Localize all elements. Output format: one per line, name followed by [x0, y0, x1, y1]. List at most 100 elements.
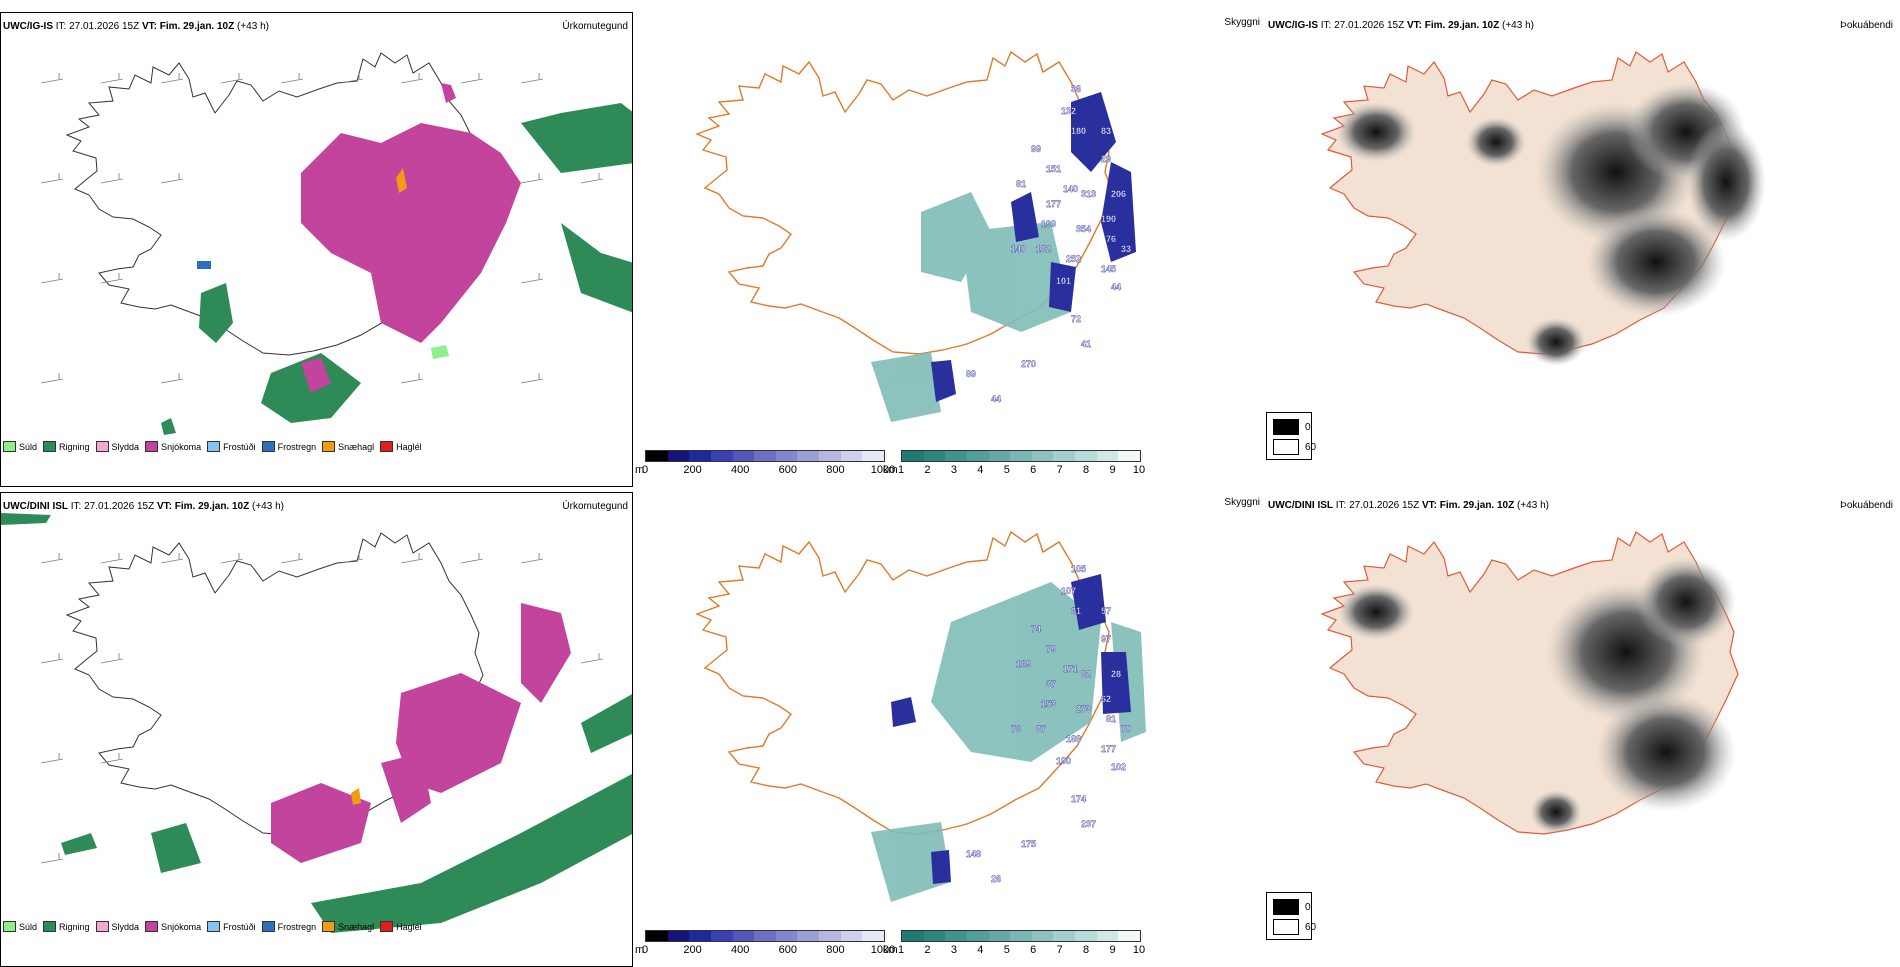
ceiling-value-label: 76	[1106, 234, 1116, 244]
colorbar-segment	[902, 451, 924, 461]
colorbar-tick-label: 600	[778, 464, 797, 476]
colorbar-segment	[754, 931, 776, 941]
colorbar-tick-label: 8	[1083, 944, 1090, 956]
colorbar-tick-label: 200	[683, 464, 702, 476]
colorbar-segment	[862, 931, 885, 941]
panel-header: UWC/IG-IS IT: 27.01.2026 15Z VT: Fim. 29…	[1268, 20, 1534, 31]
colorbar-segment	[923, 931, 946, 941]
ceiling-value-label: 177	[1046, 199, 1061, 209]
ceiling-value-label: 102	[1111, 762, 1126, 772]
ceiling-value-label: 107	[1061, 586, 1076, 596]
colorbar-tick-label: 3	[950, 944, 957, 956]
colorbar-tick-label: 6	[1030, 944, 1037, 956]
colorbar-segment	[840, 931, 863, 941]
visibility-unit: km	[883, 464, 898, 476]
ceiling-value-label: 62	[1101, 694, 1111, 704]
colorbar-segment	[667, 451, 690, 461]
legend-item-rigning: Rigning	[43, 441, 90, 452]
colorbar-tick-label: 400	[731, 944, 750, 956]
legend-item-slydda: Slydda	[95, 441, 139, 452]
fog-panel-row1: UWC/IG-IS IT: 27.01.2026 15Z VT: Fim. 29…	[1266, 12, 1899, 487]
colorbar-segment	[1096, 451, 1119, 461]
panel-header: UWC/DINI ISL IT: 27.01.2026 15Z VT: Fim.…	[1268, 500, 1549, 511]
colorbar-segment	[754, 451, 776, 461]
colorbar-segment	[797, 931, 820, 941]
fog-map	[1321, 51, 1766, 366]
ceiling-value-label: 82	[1081, 669, 1091, 679]
ceiling-value-label: 81	[1016, 179, 1026, 189]
colorbar-segment	[797, 451, 820, 461]
visibility-colorbar	[901, 930, 1141, 942]
ceiling-value-label: 74	[1031, 624, 1041, 634]
panel-header: UWC/DINI ISL IT: 27.01.2026 15Z VT: Fim.…	[3, 501, 284, 512]
panel-title: Skyggni	[1224, 17, 1260, 28]
colorbar-segment	[945, 931, 967, 941]
fog-legend-row1: 0 60	[1266, 412, 1316, 460]
colorbar-tick-label: 800	[826, 464, 845, 476]
colorbar-segment	[710, 451, 733, 461]
fog-legend-row2: 0 60	[1266, 892, 1316, 940]
colorbar-segment	[667, 931, 690, 941]
ceiling-value-label: 36	[1071, 84, 1081, 94]
legend-item-slydda: Slydda	[95, 921, 139, 932]
colorbar-segment	[732, 931, 755, 941]
legend-item-sudd: Súld	[3, 921, 37, 932]
colorbar-segment	[840, 451, 863, 461]
ceiling-value-label: 171	[1063, 664, 1078, 674]
colorbar-segment	[1075, 451, 1097, 461]
colorbar-tick-label: 2	[924, 464, 931, 476]
ceiling-value-label: 148	[966, 849, 981, 859]
fog-legend-item: 60	[1273, 919, 1316, 935]
ceiling-value-label: 70	[1121, 724, 1131, 734]
ceiling-value-label: 57	[1101, 606, 1111, 616]
colorbar-tick-label: 1000	[870, 464, 896, 476]
colorbar-tick-label: 5	[1003, 464, 1010, 476]
ceiling-value-label: 132	[1061, 106, 1076, 116]
ceiling-value-label: 151	[1046, 164, 1061, 174]
ceiling-value-label: 206	[1111, 189, 1126, 199]
ceiling-value-label: 97	[1101, 634, 1111, 644]
colorbar-tick-label: 10	[1132, 464, 1146, 476]
fog-map	[1321, 531, 1739, 835]
ceiling-value-label: 99	[1031, 144, 1041, 154]
colorbar-tick-label: 600	[778, 944, 797, 956]
colorbar-tick-label: 7	[1056, 944, 1063, 956]
colorbar-segment	[966, 451, 989, 461]
ceiling-value-label: 29	[1101, 154, 1111, 164]
ceiling-value-label: 169	[1016, 659, 1031, 669]
colorbar-segment	[862, 451, 885, 461]
colorbar-segment	[819, 451, 841, 461]
ceiling-value-label: 273	[1076, 704, 1091, 714]
ceiling-value-label: 83	[1101, 126, 1111, 136]
precip-legend: Súld Rigning Slydda Snjókoma Frostúði Fr…	[3, 441, 422, 452]
panel-title: Þokuábendi	[1840, 20, 1893, 31]
colorbar-segment	[988, 931, 1011, 941]
colorbar-segment	[1010, 931, 1032, 941]
colorbar-tick-label: 0	[641, 944, 649, 956]
colorbar-tick-label: 0	[641, 464, 649, 476]
ceiling-value-label: 177	[1101, 744, 1116, 754]
colorbar-segment	[732, 451, 755, 461]
colorbar-segment	[710, 931, 733, 941]
panel-title: Úrkomutegund	[562, 21, 628, 32]
ceiling-value-label: 28	[1111, 669, 1121, 679]
visibility-panel-row1: Skyggni 36 132 180 83 99 29 151 140 81 313 206 177 1…	[633, 12, 1266, 487]
visibility-unit: km	[883, 944, 898, 956]
colorbar-segment	[819, 931, 841, 941]
ceiling-value-label: 72	[1071, 314, 1081, 324]
panel-title: Skyggni	[1224, 497, 1260, 508]
ceiling-value-label: 76	[1011, 724, 1021, 734]
ceiling-value-label: 89	[966, 369, 976, 379]
colorbar-tick-label: 1	[897, 944, 905, 956]
colorbar-tick-label: 7	[1056, 464, 1063, 476]
colorbar-tick-label: 4	[977, 944, 984, 956]
colorbar-tick-label: 10	[1132, 944, 1146, 956]
ceiling-value-label: 101	[1056, 276, 1071, 286]
ceiling-value-label: 44	[1111, 282, 1121, 292]
ceiling-value-label: 190	[1101, 214, 1116, 224]
colorbar-segment	[1096, 931, 1119, 941]
legend-item-frostregn: Frostregn	[261, 441, 316, 452]
colorbar-tick-label: 3	[950, 464, 957, 476]
ceiling-value-label: 270	[1021, 359, 1036, 369]
